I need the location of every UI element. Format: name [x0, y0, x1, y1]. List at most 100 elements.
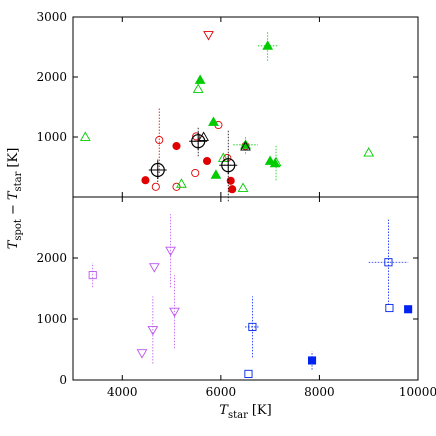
point-red-6 [151, 182, 160, 191]
y-tick-label: 0 [59, 373, 67, 387]
point-blue-0 [244, 369, 253, 378]
marker-triangle-down [165, 246, 176, 257]
panel-frame-bottom [72, 196, 419, 381]
point-green-13 [363, 147, 375, 157]
panel-frame-top [72, 16, 419, 198]
marker-circle [151, 182, 160, 191]
marker-square [307, 356, 317, 365]
marker-circle [192, 132, 201, 141]
point-violet-2 [147, 296, 159, 364]
point-red-2 [203, 156, 212, 166]
marker-triangle-down [148, 263, 160, 273]
point-violet-0 [88, 262, 97, 288]
marker-square [244, 369, 253, 378]
x-tick-label: 4000 [107, 385, 138, 399]
point-red-0 [141, 176, 150, 185]
point-green-2 [210, 169, 222, 179]
marker-circle [172, 141, 181, 151]
panel-bottom: 0 1000 2000 4000 6000 8000 10000 [36, 196, 436, 399]
marker-circle [155, 135, 164, 145]
marker-triangle [264, 155, 276, 165]
point-green-6 [233, 135, 258, 154]
x-axis-label: Tstar [K] [219, 403, 271, 421]
marker-triangle [262, 40, 274, 50]
point-green-7 [79, 131, 91, 141]
marker-circle [203, 156, 212, 166]
y-tick-label: 1000 [36, 312, 67, 326]
marker-triangle-down [169, 307, 180, 318]
point-red-8 [191, 168, 200, 178]
y-axis-label-symbol: T [6, 190, 21, 200]
point-blue-4 [385, 303, 394, 313]
x-tick-label: 8000 [304, 385, 335, 399]
point-green-1 [208, 116, 219, 126]
y-axis-label-subscript: star [13, 171, 24, 191]
x-tick-label: 10000 [399, 385, 436, 399]
point-green-3 [257, 30, 278, 61]
marker-square [404, 305, 413, 314]
marker-triangle [79, 131, 91, 141]
marker-triangle [363, 147, 375, 157]
point-green-10 [237, 182, 249, 192]
marker-circle [228, 185, 237, 194]
panel-top: 1000 2000 3000 [36, 10, 419, 202]
marker-circle [226, 176, 235, 185]
y-axis-label-unit: [K] [6, 148, 21, 168]
marker-triangle [237, 182, 249, 192]
point-black-1 [189, 126, 208, 157]
y-axis-label-minus: − [6, 204, 21, 215]
point-black-3 [198, 131, 209, 141]
y-axis-label-symbol: T [6, 239, 21, 249]
x-axis-label-unit: [K] [252, 403, 272, 418]
y-axis-label: Tspot − Tstar [K] [6, 148, 24, 250]
marker-triangle [194, 74, 206, 84]
x-tick-label: 6000 [206, 385, 237, 399]
point-blue-5 [404, 305, 413, 314]
point-red-3 [226, 176, 235, 185]
point-red-5 [155, 107, 164, 173]
y-tick-label: 2000 [36, 70, 67, 84]
point-violet-3 [148, 263, 160, 273]
marker-triangle-down [203, 31, 214, 41]
marker-triangle-down [147, 326, 159, 336]
point-black-0 [148, 158, 167, 182]
marker-square [385, 303, 394, 313]
point-red-10 [203, 31, 214, 41]
marker-circle [141, 176, 150, 185]
y-tick-label: 3000 [36, 10, 67, 24]
marker-triangle [208, 116, 219, 126]
marker-triangle [210, 169, 222, 179]
point-red-4 [228, 185, 237, 194]
y-axis-label-subscript: spot [13, 219, 24, 241]
x-axis-label-subscript: star [228, 410, 248, 421]
marker-triangle [240, 141, 251, 151]
point-green-0 [194, 74, 206, 84]
marker-triangle [192, 83, 204, 93]
y-tick-label: 1000 [36, 130, 67, 144]
marker-triangle [198, 131, 209, 141]
point-green-12 [270, 144, 282, 181]
point-violet-4 [165, 214, 176, 288]
point-blue-3 [368, 219, 409, 305]
point-violet-1 [136, 349, 148, 359]
point-black-2 [219, 129, 238, 202]
x-axis-label-symbol: T [219, 403, 229, 418]
marker-triangle [176, 178, 187, 188]
point-blue-2 [307, 351, 317, 370]
marker-circle [191, 168, 200, 178]
marker-triangle-down [136, 349, 148, 359]
y-tick-label: 2000 [36, 251, 67, 265]
point-green-9 [176, 178, 187, 188]
marker-triangle [270, 156, 282, 167]
point-black-4 [240, 141, 251, 151]
marker-square [88, 271, 97, 280]
marker-square [384, 258, 393, 267]
point-green-8 [192, 83, 204, 93]
axis-labels: Tstar [K] Tspot − Tstar [K] [6, 148, 272, 421]
point-green-4 [264, 155, 276, 165]
marker-square [248, 322, 257, 331]
point-violet-5 [169, 275, 180, 349]
point-red-1 [172, 141, 181, 151]
point-blue-1 [245, 296, 260, 358]
